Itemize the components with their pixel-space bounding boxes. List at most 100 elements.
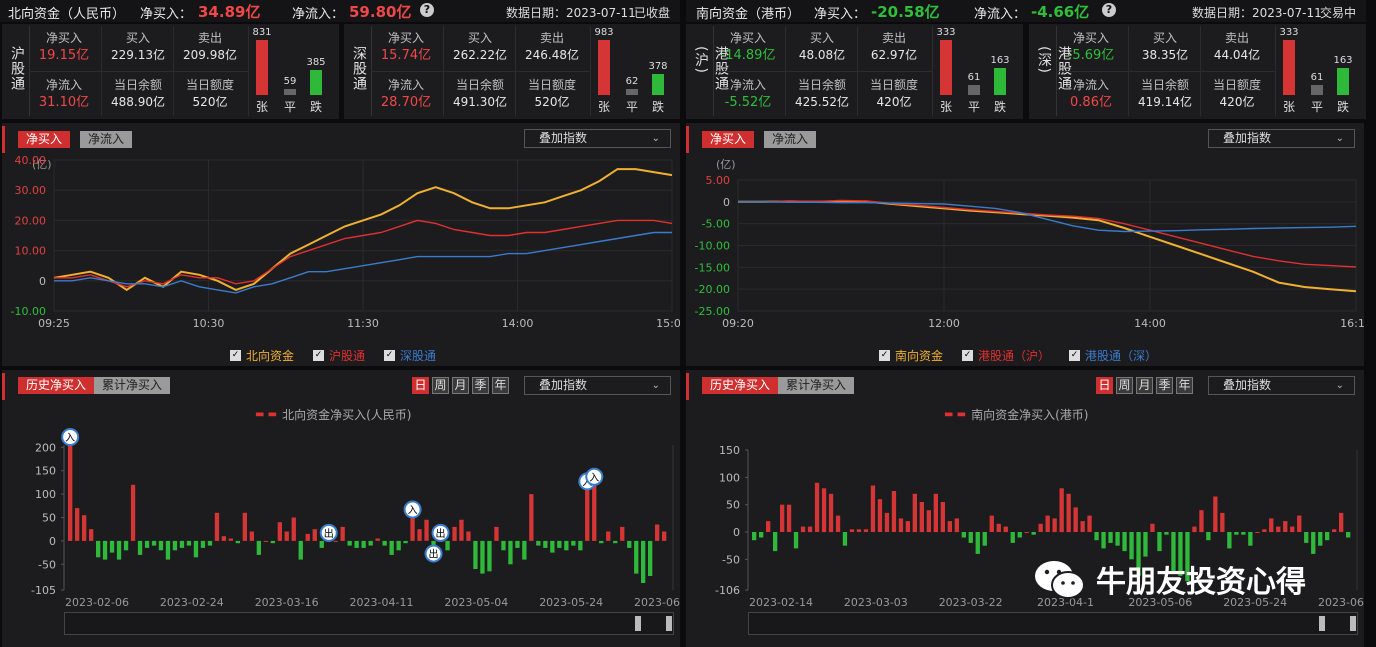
period-button[interactable]: 季 (1156, 377, 1173, 394)
bar (368, 540, 373, 546)
bar (947, 521, 952, 532)
bar (410, 517, 415, 541)
bar (905, 521, 910, 532)
tab-net-buy[interactable]: 净买入 (702, 131, 755, 148)
checkbox-icon[interactable]: ✓ (879, 350, 890, 361)
bar (1178, 532, 1183, 576)
tab-cumulative[interactable]: 累计净买入 (778, 377, 855, 394)
bar (1094, 532, 1099, 541)
slider-handle[interactable] (635, 616, 641, 631)
legend-label: 南向资金净买入(港币) (971, 408, 1089, 422)
stat-label: 当日额度 (527, 78, 576, 92)
period-button[interactable]: 年 (1176, 377, 1193, 394)
bar (856, 529, 862, 532)
bar (571, 540, 576, 546)
checkbox-icon[interactable]: ✓ (1069, 350, 1081, 361)
breadth-count: 333 (1279, 27, 1299, 38)
north-net-flow-label: 净流入： (292, 7, 345, 22)
period-button[interactable]: 月 (1136, 377, 1153, 394)
stat-value: 44.04亿 (1213, 48, 1261, 62)
bar (403, 540, 408, 544)
tab-net-buy[interactable]: 净买入 (18, 131, 71, 148)
bar (333, 540, 338, 542)
help-icon[interactable]: ? (420, 3, 434, 17)
period-button[interactable]: 季 (472, 377, 489, 394)
stat-value: 420亿 (876, 95, 912, 109)
y-tick-label: 0 (39, 275, 46, 288)
period-button[interactable]: 周 (1116, 377, 1133, 394)
bar (431, 540, 436, 546)
overlay-index-dropdown[interactable]: 叠加指数 ⌄ (524, 376, 671, 395)
marker-bubble (585, 467, 604, 486)
stat-value: -14.89亿 (720, 48, 776, 63)
bar (263, 540, 268, 542)
north-status: 已收盘 (634, 6, 671, 20)
bar (515, 540, 520, 548)
dropdown-label: 叠加指数 (539, 378, 588, 392)
stat-value: 62.97亿 (870, 48, 918, 62)
breadth-bar-flat (968, 85, 980, 95)
breadth-bar-down (652, 74, 664, 95)
bar (179, 540, 185, 548)
tab-net-flow[interactable]: 净流入 (764, 131, 817, 148)
period-button[interactable]: 日 (1096, 377, 1113, 394)
bar (284, 531, 289, 541)
bar (821, 488, 827, 533)
bar (543, 540, 548, 548)
tab-cumulative[interactable]: 累计净买入 (94, 377, 171, 394)
legend-label: 北向资金 (246, 349, 295, 363)
south-status: 交易中 (1320, 6, 1357, 20)
range-slider[interactable] (748, 612, 1358, 635)
overlay-index-dropdown[interactable]: 叠加指数 ⌄ (1208, 376, 1355, 395)
balance-stat: 当日余额 425.52亿 (786, 77, 858, 111)
stat-value: 209.98亿 (183, 48, 237, 62)
y-tick-label: 150 (719, 444, 740, 457)
x-tick-label: 10:30 (193, 317, 225, 330)
stat-value: 488.90亿 (111, 95, 165, 109)
marker-label: 出 (429, 548, 439, 561)
bar (466, 531, 471, 541)
tab-history[interactable]: 历史净买入 (18, 377, 95, 394)
checkbox-icon[interactable]: ✓ (230, 350, 241, 361)
period-button[interactable]: 日 (412, 377, 429, 394)
period-button[interactable]: 周 (432, 377, 449, 394)
checkbox-icon[interactable]: ✓ (384, 350, 396, 361)
overlay-index-dropdown[interactable]: 叠加指数 ⌄ (1208, 129, 1355, 148)
x-tick-label: 14:00 (502, 317, 534, 330)
bar (116, 540, 122, 560)
bar (780, 504, 785, 532)
tab-history[interactable]: 历史净买入 (702, 377, 779, 394)
bar (165, 540, 171, 560)
x-tick-label: 2023-03-16 (255, 596, 319, 609)
divider (1056, 71, 1276, 72)
bar (550, 540, 555, 553)
bar (940, 502, 945, 533)
divider (857, 26, 858, 116)
north-net-buy-label: 净买入： (140, 7, 193, 22)
checkbox-icon[interactable]: ✓ (313, 350, 325, 361)
x-tick-label: 11:30 (347, 317, 379, 330)
bar (766, 521, 771, 532)
slider-handle[interactable] (1319, 616, 1325, 631)
period-button[interactable]: 月 (452, 377, 469, 394)
slider-handle[interactable] (1350, 616, 1356, 631)
breadth-bar-flat (284, 89, 296, 95)
south-net-buy: -20.58亿 (871, 3, 940, 21)
bar (1003, 526, 1008, 533)
tab-net-flow[interactable]: 净流入 (80, 131, 133, 148)
bar (172, 540, 178, 551)
divider (713, 71, 933, 72)
divider (248, 26, 249, 116)
slider-handle[interactable] (666, 616, 672, 631)
checkbox-icon[interactable]: ✓ (962, 350, 974, 361)
range-slider[interactable] (64, 612, 674, 635)
overlay-index-dropdown[interactable]: 叠加指数 ⌄ (524, 129, 671, 148)
x-tick-label: 2023-05-06 (1128, 596, 1192, 609)
bar (1199, 510, 1204, 533)
breadth-label: 平 (283, 100, 296, 114)
bar (487, 540, 492, 572)
help-icon[interactable]: ? (1102, 3, 1116, 17)
bar (102, 540, 108, 560)
period-button[interactable]: 年 (492, 377, 509, 394)
